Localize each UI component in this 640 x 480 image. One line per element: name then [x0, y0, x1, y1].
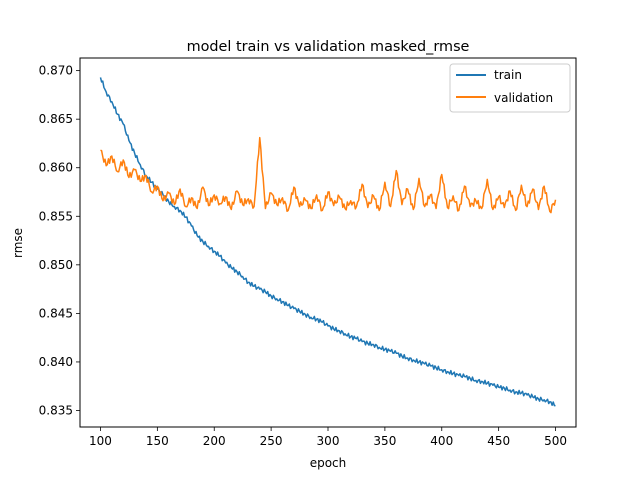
y-tick-label: 0.860	[39, 161, 73, 175]
y-tick-label: 0.865	[39, 112, 73, 126]
y-tick-label: 0.845	[39, 306, 73, 320]
y-tick-label: 0.870	[39, 64, 73, 78]
chart-title: model train vs validation masked_rmse	[187, 39, 470, 55]
x-tick-label: 350	[373, 434, 396, 448]
series-layer	[99, 77, 557, 407]
x-axis: 100 150 200 250 300 350 400 450 500	[89, 427, 567, 448]
y-tick-label: 0.855	[39, 209, 73, 223]
y-tick-label: 0.850	[39, 258, 73, 272]
legend: train validation	[449, 63, 571, 113]
x-tick-label: 200	[203, 434, 226, 448]
x-tick-label: 500	[544, 434, 567, 448]
x-tick-label: 250	[260, 434, 283, 448]
x-tick-label: 300	[317, 434, 340, 448]
x-tick-label: 450	[487, 434, 510, 448]
y-axis: 0.835 0.840 0.845 0.850 0.855 0.860 0.865 0.870	[39, 64, 80, 417]
legend-train-label: train	[494, 68, 522, 82]
legend-validation-label: validation	[494, 91, 553, 105]
x-tick-label: 400	[430, 434, 453, 448]
x-tick-label: 100	[89, 434, 112, 448]
x-tick-label: 150	[146, 434, 169, 448]
x-axis-label: epoch	[310, 456, 347, 470]
series-line-train	[99, 77, 556, 407]
y-tick-label: 0.835	[39, 403, 73, 417]
y-tick-label: 0.840	[39, 355, 73, 369]
y-axis-label: rmse	[11, 228, 25, 258]
series-line-validation	[100, 136, 557, 214]
